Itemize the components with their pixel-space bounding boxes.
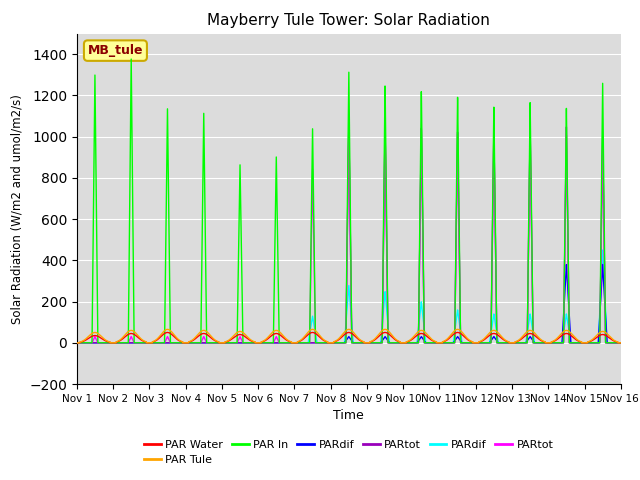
Legend: PAR Water, PAR Tule, PAR In, PARdif, PARtot, PARdif, PARtot: PAR Water, PAR Tule, PAR In, PARdif, PAR… <box>140 435 558 469</box>
Title: Mayberry Tule Tower: Solar Radiation: Mayberry Tule Tower: Solar Radiation <box>207 13 490 28</box>
Text: MB_tule: MB_tule <box>88 44 143 57</box>
X-axis label: Time: Time <box>333 409 364 422</box>
Y-axis label: Solar Radiation (W/m2 and umol/m2/s): Solar Radiation (W/m2 and umol/m2/s) <box>11 94 24 324</box>
